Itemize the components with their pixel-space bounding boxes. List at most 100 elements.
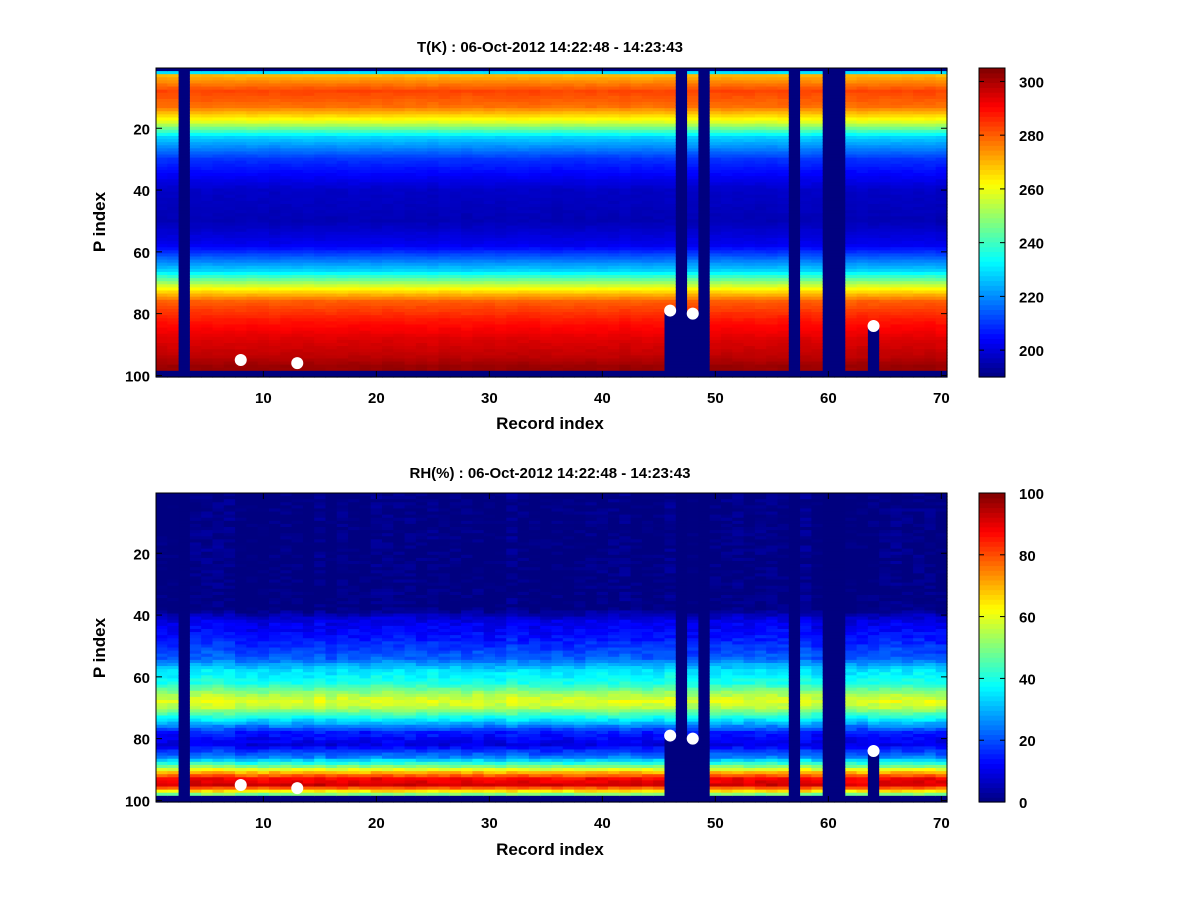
heatmap-cell <box>302 271 315 276</box>
heatmap-cell <box>302 216 315 221</box>
heatmap-cell <box>438 185 451 190</box>
heatmap-cell <box>472 163 485 168</box>
heatmap-cell <box>167 373 180 378</box>
heatmap-cell <box>382 126 394 131</box>
heatmap-cell <box>302 135 315 140</box>
heatmap-cell <box>427 108 440 112</box>
heatmap-cell <box>336 68 349 72</box>
heatmap-cell <box>393 120 406 125</box>
heatmap-cell <box>393 373 406 378</box>
heatmap-cell <box>415 290 428 295</box>
heatmap-cell <box>178 361 191 366</box>
heatmap-cell <box>495 182 507 187</box>
heatmap-cell <box>404 271 417 276</box>
heatmap-cell <box>404 139 417 143</box>
heatmap-cell <box>302 68 315 72</box>
heatmap-cell <box>438 210 451 214</box>
heatmap-cell <box>483 336 496 341</box>
heatmap-column <box>585 68 598 378</box>
heatmap-cell <box>269 89 281 94</box>
heatmap-cell <box>438 148 451 153</box>
heatmap-cell <box>257 290 270 295</box>
heatmap-cell <box>404 154 417 159</box>
heatmap-cell <box>438 321 451 326</box>
heatmap-cell <box>223 281 236 285</box>
heatmap-cell <box>382 197 394 202</box>
heatmap-cell <box>223 358 236 363</box>
heatmap-cell <box>291 265 304 270</box>
heatmap-cell <box>189 296 202 301</box>
heatmap-cell <box>461 336 473 341</box>
heatmap-cell <box>178 120 191 125</box>
heatmap-cell <box>167 321 180 326</box>
heatmap-cell <box>336 315 349 319</box>
heatmap-cell <box>359 188 372 193</box>
heatmap-cell <box>370 352 383 356</box>
heatmap-cell <box>189 373 202 378</box>
heatmap-cell <box>370 287 383 292</box>
heatmap-cell <box>382 68 394 72</box>
heatmap-cell <box>449 358 462 363</box>
heatmap-cell <box>167 108 180 112</box>
heatmap-cell <box>291 86 304 91</box>
heatmap-cell <box>201 216 214 221</box>
heatmap-cell <box>269 169 281 174</box>
heatmap-cell <box>483 191 496 196</box>
heatmap-cell <box>370 210 383 214</box>
heatmap-cell <box>178 287 191 292</box>
heatmap-cell <box>212 210 225 214</box>
heatmap-cell <box>325 98 338 103</box>
heatmap-cell <box>246 111 259 115</box>
heatmap-cell <box>348 364 360 369</box>
heatmap-cell <box>427 111 440 115</box>
heatmap-cell <box>223 262 236 267</box>
heatmap-cell <box>438 231 451 236</box>
heatmap-cell <box>382 355 394 360</box>
heatmap-cell <box>336 151 349 156</box>
heatmap-cell <box>393 231 406 236</box>
heatmap-cell <box>269 203 281 208</box>
heatmap-cell <box>483 86 496 91</box>
heatmap-cell <box>415 265 428 270</box>
heatmap-cell <box>359 222 372 227</box>
heatmap-cell <box>495 105 507 109</box>
heatmap-cell <box>461 216 473 221</box>
heatmap-cell <box>348 123 360 128</box>
heatmap-cell <box>483 105 496 109</box>
heatmap-cell <box>212 318 225 322</box>
heatmap-cell <box>415 154 428 159</box>
heatmap-cell <box>212 123 225 128</box>
heatmap-cell <box>449 163 462 168</box>
heatmap-cell <box>235 228 247 233</box>
heatmap-cell <box>382 74 394 78</box>
heatmap-cell <box>235 182 247 187</box>
heatmap-cell <box>302 120 315 125</box>
heatmap-cell <box>257 287 270 292</box>
heatmap-cell <box>336 71 349 75</box>
heatmap-column <box>393 68 406 378</box>
heatmap-cell <box>495 188 507 193</box>
heatmap-cell <box>393 349 406 353</box>
heatmap-cell <box>302 247 315 251</box>
heatmap-cell <box>483 203 496 208</box>
heatmap-cell <box>415 173 428 177</box>
heatmap-cell <box>291 352 304 356</box>
heatmap-cell <box>302 268 315 273</box>
heatmap-cell <box>246 74 259 78</box>
heatmap-cell <box>302 188 315 193</box>
heatmap-cell <box>336 210 349 214</box>
heatmap-cell <box>495 114 507 119</box>
heatmap-cell <box>359 256 372 261</box>
heatmap-cell <box>438 114 451 119</box>
heatmap-cell <box>178 296 191 301</box>
heatmap-cell <box>246 120 259 125</box>
heatmap-cell <box>257 234 270 239</box>
heatmap-cell <box>257 281 270 285</box>
heatmap-cell <box>178 373 191 378</box>
heatmap-cell <box>189 213 202 217</box>
heatmap-cell <box>235 142 247 146</box>
heatmap-cell <box>438 262 451 267</box>
heatmap-cell <box>302 117 315 122</box>
heatmap-cell <box>359 74 372 78</box>
heatmap-cell <box>235 364 247 369</box>
